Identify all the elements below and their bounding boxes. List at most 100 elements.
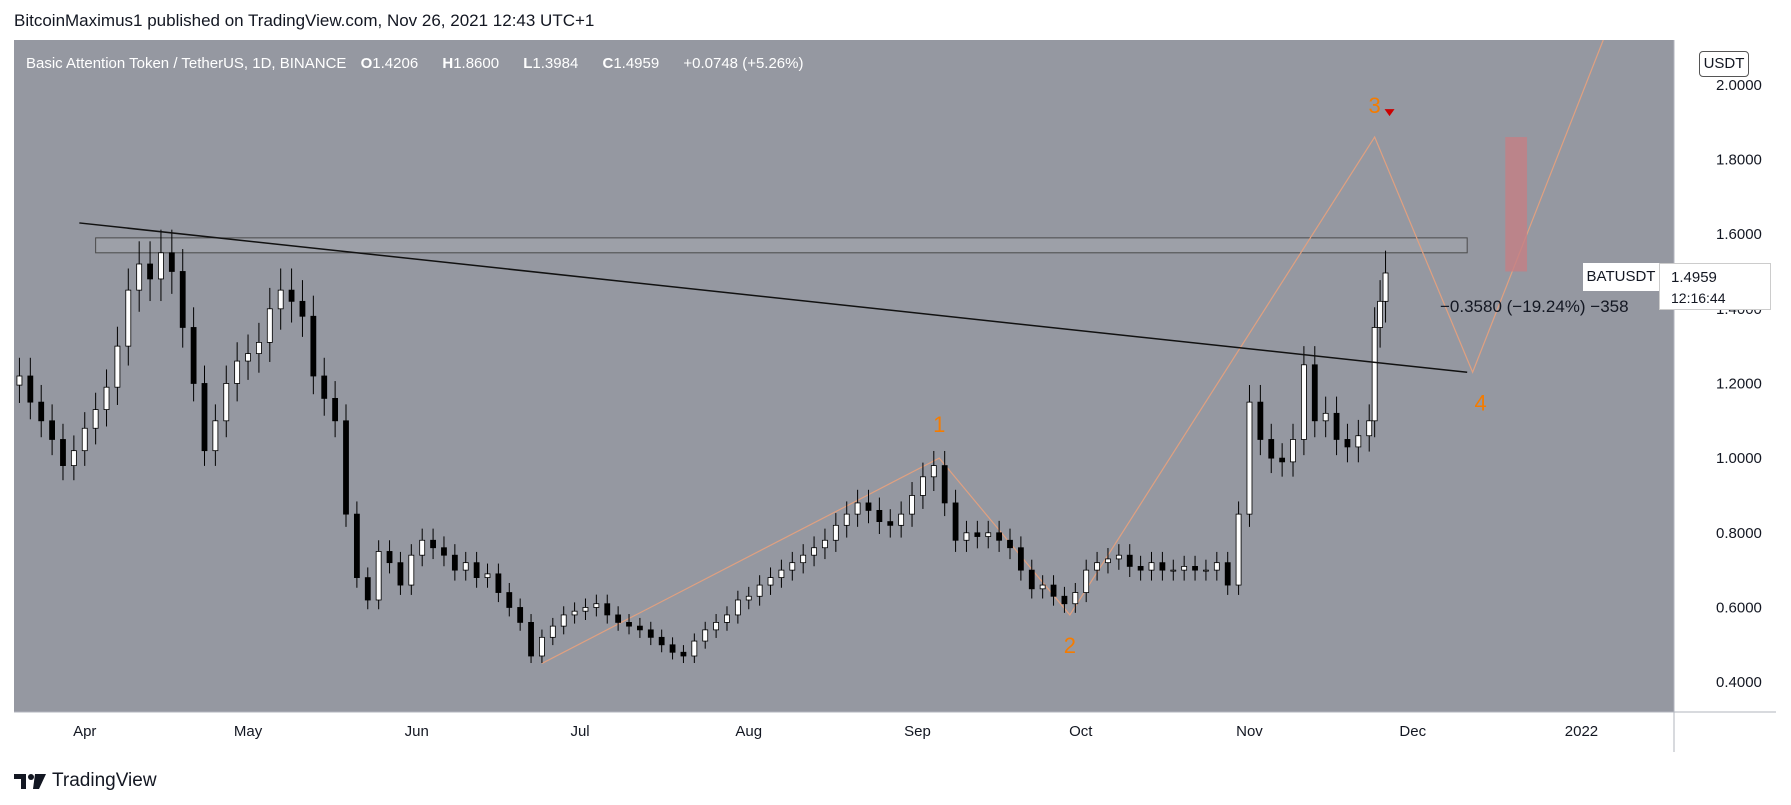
candle-body: [1181, 566, 1188, 571]
time-tick-label: Oct: [1069, 723, 1093, 740]
candle-body: [353, 513, 360, 578]
candle-body: [1301, 364, 1307, 440]
tradingview-brand[interactable]: TradingView: [14, 770, 157, 792]
candle-body: [375, 551, 382, 601]
time-tick-label: Aug: [735, 723, 762, 740]
candle-body: [680, 651, 687, 657]
candle-body: [909, 495, 915, 515]
candle-body: [190, 327, 197, 384]
candle-body: [1061, 595, 1068, 605]
candle-body: [451, 554, 458, 571]
candle-body: [1159, 562, 1166, 571]
candle-body: [1017, 547, 1024, 571]
candle-body: [386, 551, 393, 564]
candle-body: [408, 554, 415, 586]
candle-body: [1246, 401, 1253, 515]
candle-body: [332, 397, 339, 422]
price-axis-background: [1674, 40, 1776, 712]
candle-body: [1105, 558, 1111, 564]
candle-body: [528, 622, 534, 657]
price-tick-label: 1.0000: [1716, 450, 1762, 467]
candle-body: [1050, 584, 1057, 597]
candle-body: [898, 513, 905, 526]
candle-body: [70, 450, 77, 466]
tradingview-logo-icon: [14, 774, 46, 789]
ohlc-close: C1.4959: [602, 55, 660, 72]
candle-body: [734, 599, 741, 616]
candle-body: [1007, 539, 1013, 549]
candle-body: [582, 607, 589, 612]
elliott-wave-path: [541, 40, 1604, 664]
candle-body: [745, 595, 752, 601]
candle-body: [158, 252, 164, 280]
candle-body: [462, 562, 469, 571]
candle-body: [920, 476, 926, 496]
symbol-title: Basic Attention Token / TetherUS, 1D, BI…: [26, 55, 347, 72]
candle-body: [1028, 569, 1035, 590]
candle-body: [822, 539, 828, 549]
candle-body: [49, 420, 55, 440]
candle-body: [626, 622, 632, 627]
candle-body: [615, 614, 622, 623]
plot-background: [14, 40, 1674, 712]
candle-body: [1344, 439, 1351, 448]
candle-body: [832, 524, 839, 541]
publisher-line: BitcoinMaximus1 published on TradingView…: [14, 11, 595, 30]
candle-body: [1355, 435, 1362, 448]
candle-body: [876, 509, 883, 522]
candle-body: [364, 577, 371, 601]
candle-body: [125, 289, 132, 347]
candle-body: [800, 554, 807, 564]
candle-body: [310, 315, 317, 377]
candle-body: [441, 547, 447, 556]
candle-body: [1311, 364, 1318, 422]
candle-body: [1126, 554, 1133, 567]
candle-body: [549, 625, 556, 638]
candle-body: [1192, 566, 1198, 571]
candle-body: [593, 603, 600, 608]
price-chart[interactable]: 2.00001.80001.60001.40001.20001.00000.80…: [14, 40, 1776, 752]
time-tick-label: 2022: [1565, 723, 1598, 740]
wave-label: 1: [933, 412, 945, 437]
candle-body: [212, 420, 219, 452]
candle-body: [571, 610, 578, 616]
candle-body: [756, 584, 763, 597]
candle-body: [1224, 562, 1231, 586]
time-tick-label: Jul: [570, 723, 589, 740]
candle-body: [996, 532, 1003, 541]
candle-body: [702, 629, 709, 642]
candle-body: [1333, 412, 1340, 440]
candle-body: [1279, 457, 1286, 463]
wave-label: 3: [1369, 93, 1381, 118]
candle-body: [560, 614, 567, 627]
candle-body: [38, 401, 45, 422]
candle-body: [1170, 569, 1177, 572]
candle-body: [1371, 327, 1378, 422]
candle-body: [223, 383, 230, 422]
candle-body: [963, 532, 970, 541]
candle-body: [1382, 272, 1389, 302]
candle-body: [974, 532, 981, 537]
symbol-price-tag: BATUSDT: [1583, 263, 1659, 291]
candle-body: [430, 539, 436, 549]
wave-label: 2: [1064, 633, 1076, 658]
candle-body: [854, 502, 861, 515]
candle-body: [1366, 420, 1373, 437]
time-axis-background: [14, 712, 1776, 752]
candle-body: [299, 300, 306, 317]
candle-body: [245, 353, 251, 362]
candle-body: [147, 263, 153, 280]
candle-body: [201, 383, 208, 452]
price-tick-label: 0.6000: [1716, 599, 1762, 616]
candle-body: [647, 629, 654, 638]
candle-body: [506, 592, 513, 608]
wave-label: 4: [1474, 390, 1486, 415]
candle-body: [256, 341, 262, 354]
candle-body: [473, 562, 480, 579]
candle-body: [539, 636, 545, 657]
currency-badge[interactable]: USDT: [1699, 51, 1749, 77]
candle-body: [604, 603, 611, 616]
candle-body: [1094, 562, 1100, 571]
price-tick-label: 1.8000: [1716, 151, 1762, 168]
candle-body: [669, 644, 676, 653]
